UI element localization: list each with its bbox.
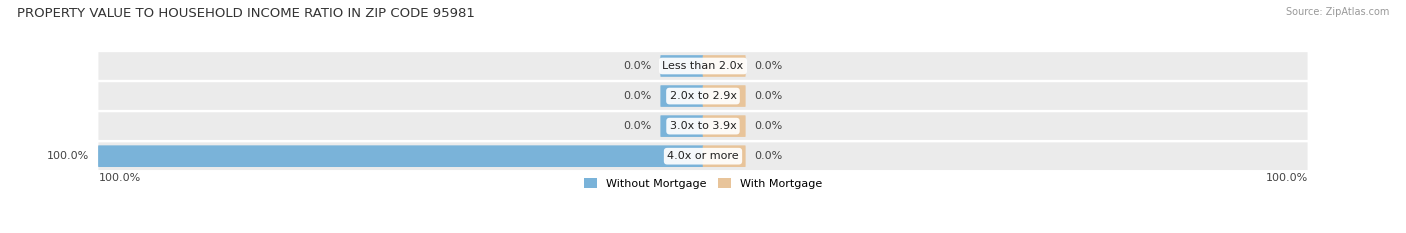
Text: 100.0%: 100.0% xyxy=(1265,173,1308,183)
FancyBboxPatch shape xyxy=(703,85,745,107)
Text: 0.0%: 0.0% xyxy=(623,121,651,131)
Text: 0.0%: 0.0% xyxy=(755,61,783,71)
Text: 4.0x or more: 4.0x or more xyxy=(668,151,738,161)
FancyBboxPatch shape xyxy=(98,145,703,167)
Text: 0.0%: 0.0% xyxy=(755,91,783,101)
Text: Less than 2.0x: Less than 2.0x xyxy=(662,61,744,71)
FancyBboxPatch shape xyxy=(98,112,1308,140)
FancyBboxPatch shape xyxy=(661,115,703,137)
Text: 3.0x to 3.9x: 3.0x to 3.9x xyxy=(669,121,737,131)
Legend: Without Mortgage, With Mortgage: Without Mortgage, With Mortgage xyxy=(579,173,827,193)
Text: 0.0%: 0.0% xyxy=(755,151,783,161)
Text: 0.0%: 0.0% xyxy=(623,91,651,101)
FancyBboxPatch shape xyxy=(98,52,1308,80)
Text: 100.0%: 100.0% xyxy=(98,173,141,183)
FancyBboxPatch shape xyxy=(98,82,1308,110)
Text: 2.0x to 2.9x: 2.0x to 2.9x xyxy=(669,91,737,101)
FancyBboxPatch shape xyxy=(703,115,745,137)
Text: Source: ZipAtlas.com: Source: ZipAtlas.com xyxy=(1285,7,1389,17)
FancyBboxPatch shape xyxy=(703,145,745,167)
FancyBboxPatch shape xyxy=(703,55,745,77)
FancyBboxPatch shape xyxy=(98,142,1308,170)
FancyBboxPatch shape xyxy=(661,85,703,107)
Text: 0.0%: 0.0% xyxy=(623,61,651,71)
Text: 0.0%: 0.0% xyxy=(755,121,783,131)
Text: 100.0%: 100.0% xyxy=(48,151,90,161)
FancyBboxPatch shape xyxy=(661,55,703,77)
Text: PROPERTY VALUE TO HOUSEHOLD INCOME RATIO IN ZIP CODE 95981: PROPERTY VALUE TO HOUSEHOLD INCOME RATIO… xyxy=(17,7,475,20)
